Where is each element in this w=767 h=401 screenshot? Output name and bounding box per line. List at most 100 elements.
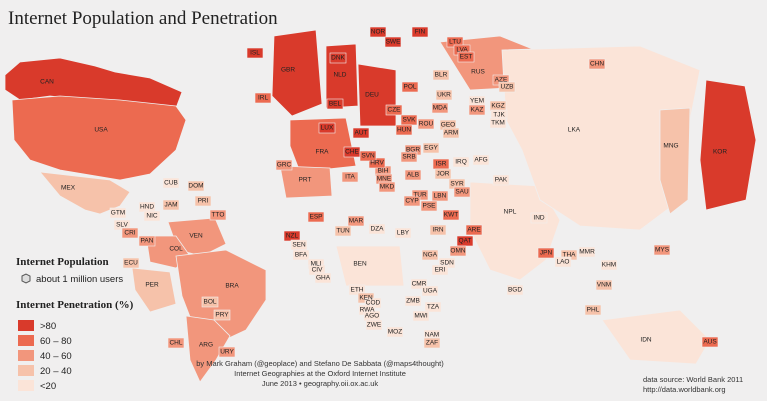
country-label: PHL	[587, 307, 600, 314]
country-label: BRA	[225, 283, 239, 290]
title: Internet Population and Penetration	[8, 8, 278, 29]
hex-icon	[21, 273, 31, 284]
country-label: ZAF	[426, 340, 438, 347]
country-label: GRC	[277, 162, 292, 169]
country	[554, 256, 572, 268]
country-label: ISR	[436, 161, 447, 168]
country	[595, 279, 613, 291]
country-label: BFA	[295, 252, 308, 259]
country-label: IDN	[640, 337, 652, 344]
country	[368, 157, 386, 169]
country-label: MDA	[433, 105, 448, 112]
country	[369, 26, 387, 38]
country	[368, 223, 386, 235]
country-label: CUB	[164, 180, 178, 187]
country-label: BEL	[329, 101, 342, 108]
country-label: JAM	[165, 202, 178, 209]
country	[424, 301, 442, 313]
country-label: IRN	[432, 227, 444, 234]
country-label: TUR	[413, 192, 427, 199]
country-label: MLI	[311, 261, 322, 268]
country	[329, 52, 347, 64]
country-label: ZMB	[406, 298, 420, 305]
country	[122, 257, 140, 269]
country	[422, 142, 440, 154]
country-label: ISL	[250, 50, 260, 57]
country	[194, 195, 212, 207]
country	[187, 180, 205, 192]
country	[365, 319, 383, 331]
country-label: TJK	[493, 112, 505, 119]
country	[201, 296, 219, 308]
country-label: ROU	[419, 121, 434, 128]
country	[457, 51, 475, 63]
country-label: AGO	[365, 313, 379, 320]
country-label: MMR	[579, 249, 595, 256]
country	[400, 151, 418, 163]
country-label: KGZ	[491, 103, 504, 110]
country-label: ECU	[124, 260, 138, 267]
country-label: PER	[145, 282, 159, 289]
country	[701, 336, 719, 348]
country	[699, 79, 757, 211]
country-label: COL	[169, 246, 183, 253]
country-label: HUN	[397, 127, 411, 134]
country	[431, 102, 449, 114]
legend-population-title: Internet Population	[16, 256, 109, 268]
country	[162, 199, 180, 211]
legend-label: 40 – 60	[40, 351, 72, 362]
legend: >80 60 – 80 40 – 60 20 – 40 <20	[18, 320, 72, 392]
country-label: SDN	[440, 260, 454, 267]
country	[347, 215, 365, 227]
country	[584, 304, 602, 316]
country-label: VEN	[189, 233, 203, 240]
country-label: BGR	[406, 147, 420, 154]
country	[420, 200, 438, 212]
credit: by Mark Graham (@geoplace) and Stefano D…	[196, 359, 444, 368]
country-label: CIV	[312, 267, 324, 274]
country-label: JPN	[540, 250, 553, 257]
country-label: ZWE	[367, 322, 382, 329]
country-label: BIH	[378, 168, 389, 175]
country	[417, 118, 435, 130]
legend-population-unit: about 1 million users	[36, 274, 123, 285]
country-label: GHA	[316, 275, 331, 282]
source: http://data.worldbank.org	[643, 385, 726, 394]
country-label: NZL	[286, 233, 299, 240]
country-label: SAU	[455, 189, 469, 196]
country	[492, 174, 510, 186]
country-label: THA	[563, 252, 577, 259]
country	[314, 272, 332, 284]
country-label: MKD	[380, 184, 395, 191]
country	[452, 156, 470, 168]
country	[421, 285, 439, 297]
country-label: USA	[94, 127, 108, 134]
country	[498, 81, 516, 93]
country-label: PRI	[198, 198, 209, 205]
country-label: BLR	[435, 72, 448, 79]
country-label: AZE	[495, 77, 508, 84]
country-label: GEO	[441, 122, 455, 129]
country-label: LBY	[397, 230, 410, 237]
country-label: NPL	[504, 209, 517, 216]
country-label: TZA	[427, 304, 440, 311]
country-label: HND	[140, 204, 154, 211]
country-label: SWE	[386, 39, 401, 46]
country	[359, 150, 377, 162]
country-label: GTM	[111, 210, 125, 217]
country-label: MOZ	[388, 329, 402, 336]
country	[601, 309, 711, 365]
country	[384, 36, 402, 48]
country-label: CAN	[40, 79, 54, 86]
country	[449, 245, 467, 257]
country-label: DEU	[365, 92, 379, 99]
country	[489, 117, 507, 129]
country	[578, 246, 596, 258]
country-label: CMR	[412, 281, 427, 288]
country-label: AUS	[703, 339, 717, 346]
country	[653, 244, 671, 256]
country-label: IRQ	[455, 159, 467, 166]
legend-swatch	[18, 350, 34, 361]
country	[411, 26, 429, 38]
country-label: SLV	[116, 222, 128, 229]
